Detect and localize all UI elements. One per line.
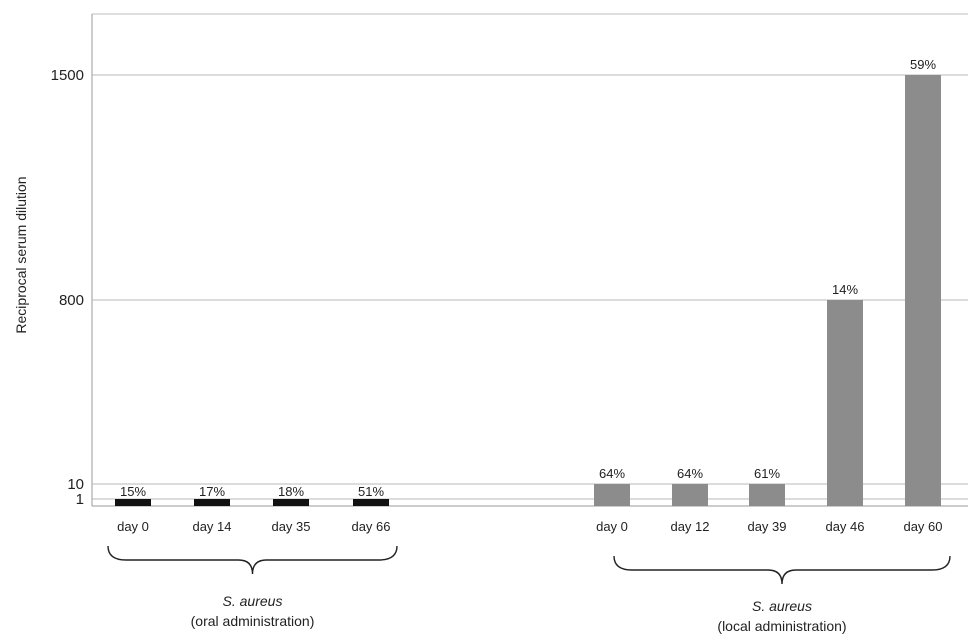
x-category-label: day 14 — [192, 519, 231, 534]
y-tick-label: 10 — [67, 476, 84, 493]
y-tick-label: 800 — [59, 292, 84, 309]
bar — [827, 300, 863, 506]
group-brace — [613, 555, 951, 585]
bar — [115, 499, 151, 506]
x-category-label: day 46 — [825, 519, 864, 534]
bar-data-label: 51% — [358, 484, 384, 499]
group-detail-label: (oral administration) — [191, 613, 315, 629]
x-category-label: day 60 — [903, 519, 942, 534]
y-tick-label: 1500 — [51, 67, 84, 84]
bar — [353, 499, 389, 506]
x-category-label: day 66 — [351, 519, 390, 534]
text-layer: 110 800 1500 15% day 0 17% day 14 18% day 35 51% d… — [51, 57, 943, 634]
grid-layer — [91, 13, 968, 585]
x-category-label: day 35 — [271, 519, 310, 534]
bar — [594, 484, 630, 506]
bar — [905, 75, 941, 506]
group-name-label: S. aureus — [752, 598, 812, 614]
y-axis-label: Reciprocal serum dilution — [13, 176, 29, 333]
bar — [672, 484, 708, 506]
bar-data-label: 64% — [677, 466, 703, 481]
bar-data-label: 59% — [910, 57, 936, 72]
bar — [273, 499, 309, 506]
bar-data-label: 17% — [199, 484, 225, 499]
x-category-label: day 0 — [117, 519, 149, 534]
x-category-label: day 12 — [670, 519, 709, 534]
bar-data-label: 18% — [278, 484, 304, 499]
bar — [194, 499, 230, 506]
bar-data-label: 14% — [832, 282, 858, 297]
group-brace — [107, 545, 398, 575]
group-detail-label: (local administration) — [717, 618, 846, 634]
x-category-label: day 39 — [747, 519, 786, 534]
bar-layer — [115, 75, 941, 506]
group-name-label: S. aureus — [223, 593, 283, 609]
x-category-label: day 0 — [596, 519, 628, 534]
bar-data-label: 15% — [120, 484, 146, 499]
y-tick-label: 1 — [76, 491, 84, 508]
bar-data-label: 61% — [754, 466, 780, 481]
bar — [749, 484, 785, 506]
bar-data-label: 64% — [599, 466, 625, 481]
